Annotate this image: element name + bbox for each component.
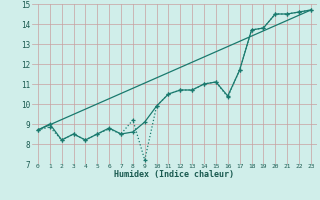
X-axis label: Humidex (Indice chaleur): Humidex (Indice chaleur) bbox=[115, 170, 234, 179]
